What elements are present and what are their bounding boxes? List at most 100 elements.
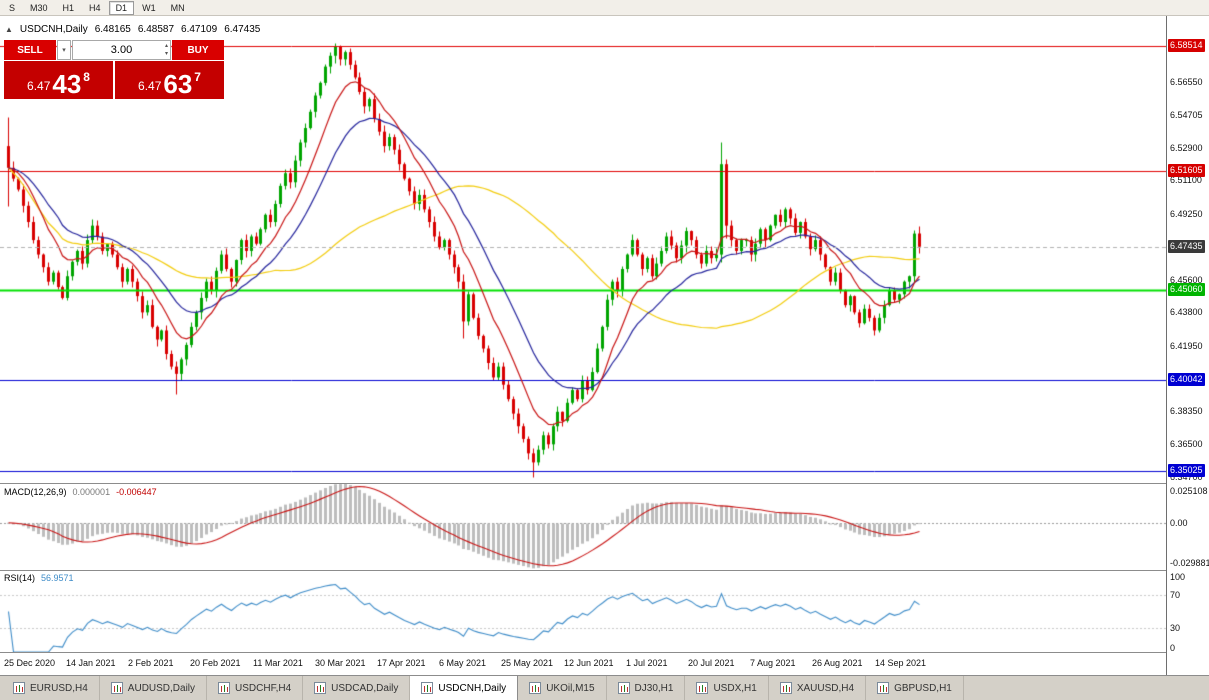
rsi-value: 56.9571 [41, 573, 74, 583]
timeframe-button-mn[interactable]: MN [170, 2, 185, 13]
sell-button[interactable]: SELL [4, 40, 56, 60]
rsi-scale-label: 100 [1170, 572, 1186, 582]
buy-price-prefix: 6.47 [138, 79, 162, 93]
chart-icon [110, 682, 123, 694]
chart-icon [696, 682, 709, 694]
chart-tab-label: USDX,H1 [713, 682, 757, 694]
timeframe-button-h4[interactable]: H4 [89, 2, 101, 13]
price-tick: 6.41950 [1170, 340, 1203, 351]
spinner-down-icon[interactable]: ▾ [164, 51, 168, 57]
date-label: 20 Feb 2021 [190, 658, 241, 668]
chart-icon [421, 682, 434, 694]
timeframe-button-h1[interactable]: H1 [62, 2, 75, 13]
buy-price-big: 63 [163, 69, 193, 99]
price-tick: 6.51100 [1170, 175, 1202, 186]
macd-name: MACD(12,26,9) [4, 487, 67, 497]
sell-price-prefix: 6.47 [27, 79, 51, 93]
chart-icon [779, 682, 792, 694]
rsi-indicator-canvas[interactable] [0, 571, 1166, 652]
chart-icon [13, 682, 25, 694]
date-label: 17 Apr 2021 [377, 658, 426, 668]
chart-tab-label: USDCHF,H4 [235, 682, 292, 694]
date-label: 30 Mar 2021 [315, 658, 366, 668]
date-label: 14 Jan 2021 [66, 658, 116, 668]
chart-ohlc-header: ▲ USDCNH,Daily 6.48165 6.48587 6.47109 6… [5, 24, 260, 35]
rsi-name: RSI(14) [4, 573, 36, 583]
chart-icon [218, 682, 231, 694]
macd-scale-label: -0.029881 [1170, 558, 1209, 568]
chart-tab-gbpusd[interactable]: GBPUSD,H1 [866, 676, 964, 700]
chart-tab-ukoil[interactable]: UKOil,M15 [518, 676, 607, 700]
ohlc-close: 6.47435 [224, 24, 261, 35]
chart-icon [314, 682, 327, 694]
sell-price-display[interactable]: 6.47 43 8 [4, 61, 113, 99]
volume-spinner[interactable]: ▴ ▾ [165, 42, 168, 58]
date-label: 26 Aug 2021 [812, 658, 863, 668]
buy-price-display[interactable]: 6.47 63 7 [115, 61, 224, 99]
chart-tab-xauusd[interactable]: XAUUSD,H4 [769, 676, 867, 700]
price-tick: 6.56550 [1170, 76, 1203, 87]
chevron-down-icon: ▾ [62, 47, 66, 54]
chart-tab-label: DJ30,H1 [634, 682, 674, 694]
macd-scale-label: 0.00 [1170, 518, 1188, 528]
price-level-badge: 6.51605 [1168, 164, 1205, 178]
macd-indicator-canvas[interactable] [0, 484, 1166, 569]
chart-tab-label: AUDUSD,Daily [127, 682, 196, 694]
one-click-trading-panel: SELL ▾ 3.00 ▴ ▾ BUY 6.47 43 8 6.47 63 [4, 40, 224, 99]
chart-tab-label: USDCAD,Daily [331, 682, 399, 694]
chart-icon [529, 682, 542, 694]
timeframe-button-d1[interactable]: D1 [108, 0, 135, 15]
date-label: 12 Jun 2021 [564, 658, 614, 668]
date-label: 7 Aug 2021 [750, 658, 796, 668]
trade-options-dropdown[interactable]: ▾ [57, 40, 71, 60]
ohlc-open: 6.48165 [94, 24, 131, 35]
chart-tab-usdcnh[interactable]: USDCNH,Daily [410, 676, 519, 700]
price-tick: 6.54705 [1170, 110, 1203, 121]
rsi-scale-label: 30 [1170, 623, 1181, 633]
price-level-badge: 6.58514 [1168, 39, 1205, 53]
chart-tab-usdx[interactable]: USDX,H1 [685, 676, 769, 700]
chart-tab-label: GBPUSD,H1 [894, 682, 952, 694]
chart-tab-audusd[interactable]: AUDUSD,Daily [100, 676, 208, 700]
buy-button[interactable]: BUY [172, 40, 224, 60]
date-label: 2 Feb 2021 [128, 658, 174, 668]
chart-symbol-label: USDCNH,Daily [19, 24, 88, 35]
volume-value: 3.00 [110, 44, 133, 56]
date-label: 20 Jul 2021 [688, 658, 735, 668]
chart-tab-label: EURUSD,H4 [30, 682, 88, 694]
price-tick: 6.49250 [1170, 208, 1203, 219]
date-label: 11 Mar 2021 [253, 658, 303, 668]
macd-label: MACD(12,26,9) 0.000001 -0.006447 [4, 487, 157, 497]
chart-tab-dj30[interactable]: DJ30,H1 [607, 676, 686, 700]
price-tick: 6.38350 [1170, 405, 1203, 416]
timeframe-button-m30[interactable]: M30 [30, 2, 48, 13]
symbol-marker-icon: ▲ [5, 25, 13, 34]
price-tick: 6.45600 [1170, 274, 1203, 285]
macd-scale-label: 0.025108 [1170, 486, 1208, 496]
date-label: 6 May 2021 [439, 658, 487, 668]
chart-tab-usdcad[interactable]: USDCAD,Daily [303, 676, 411, 700]
pane-separator[interactable] [0, 570, 1209, 571]
spinner-up-icon[interactable]: ▴ [164, 43, 168, 49]
time-axis[interactable]: 25 Dec 2020 14 Jan 2021 2 Feb 2021 20 Feb 2… [0, 653, 1166, 675]
rsi-scale-label: 70 [1170, 590, 1181, 600]
macd-signal-value: -0.006447 [116, 487, 157, 497]
chart-tab-label: USDCNH,Daily [438, 682, 507, 694]
chart-tab-eurusd[interactable]: EURUSD,H4 [2, 676, 100, 700]
price-level-badge: 6.40042 [1168, 373, 1205, 387]
volume-input[interactable]: 3.00 ▴ ▾ [72, 40, 171, 60]
date-label: 25 Dec 2020 [4, 658, 56, 668]
chart-icon [617, 682, 630, 694]
sell-price-big: 43 [52, 69, 82, 99]
timeframe-button-w1[interactable]: W1 [142, 2, 156, 13]
pane-separator[interactable] [0, 483, 1209, 484]
price-tick: 6.43800 [1170, 307, 1203, 318]
price-level-badge: 6.35025 [1168, 463, 1205, 477]
timeframe-button-s[interactable]: S [9, 2, 16, 13]
price-axis[interactable]: 6.56550 6.54705 6.52900 6.51100 6.49250 6.456… [1166, 16, 1209, 675]
pane-separator [0, 652, 1209, 653]
date-label: 1 Jul 2021 [626, 658, 668, 668]
chart-tab-usdchf[interactable]: USDCHF,H4 [207, 676, 304, 700]
ohlc-high: 6.48587 [137, 24, 175, 35]
